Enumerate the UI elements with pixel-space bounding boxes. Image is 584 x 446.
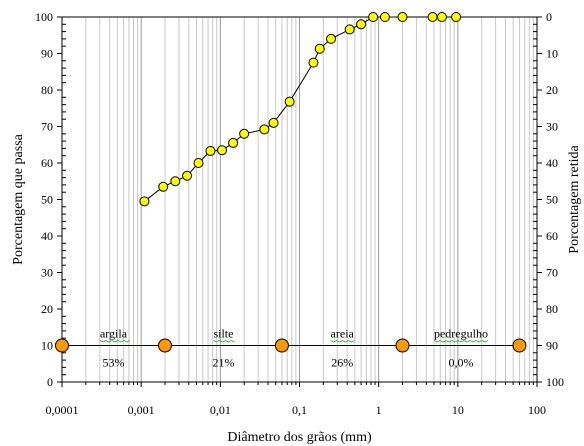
x-tick-label: 0,0001 [46,403,79,417]
y2-tick-label: 50 [546,193,558,207]
data-point [314,43,325,54]
y-axis-right: 0 10 20 30 40 50 60 70 80 90 100 [533,10,564,389]
data-point [397,12,408,22]
y2-tick-label: 80 [546,302,558,316]
y-tick-label: 0 [47,375,53,389]
fraction-percent: 26% [331,356,353,370]
fraction-name-underline [99,340,131,343]
data-point [170,176,181,187]
y-tick-label: 90 [41,47,53,61]
y-axis-label: Porcentagem que passa [11,133,26,264]
data-point [427,12,438,22]
x-tick-label: 0,001 [128,403,155,417]
data-point [308,57,319,68]
fraction-name: areia [331,327,355,341]
x-axis-label: Diâmetro dos grãos (mm) [227,430,372,445]
y2-tick-label: 70 [546,266,558,280]
fraction-name: argila [100,327,128,341]
y-axis-left: 0 10 20 30 40 50 60 70 80 90 100 [35,10,66,389]
y2-tick-label: 90 [546,339,558,353]
fraction-name-underline [330,340,355,343]
y2-tick-label: 10 [546,47,558,61]
data-point [158,181,169,192]
fraction-percent: 0,0% [448,356,473,370]
y2-tick-label: 30 [546,120,558,134]
data-point [379,12,390,22]
fraction-name: pedregulho [434,327,488,341]
fraction-percent: 53% [102,356,124,370]
fraction-name-underline [433,340,489,343]
data-point [228,137,239,148]
y2-tick-label: 60 [546,229,558,243]
y-tick-label: 10 [41,339,53,353]
x-tick-label: 10 [452,403,464,417]
data-point [344,24,355,35]
data-point [356,19,367,30]
data-point [139,196,150,207]
y2-tick-label: 100 [546,375,564,389]
y2-tick-label: 0 [546,10,552,24]
fraction-percent: 21% [212,356,234,370]
classification-boundary-marker [274,338,289,353]
y2-tick-label: 20 [546,83,558,97]
y-tick-label: 30 [41,266,53,280]
classification-boundary-marker [395,338,410,353]
data-point [239,128,250,139]
x-tick-label: 0,1 [292,403,307,417]
fraction-name-underline [213,340,235,343]
x-tick-label: 100 [528,403,546,417]
data-point [205,145,216,156]
data-point [284,96,295,107]
y-tick-label: 40 [41,229,53,243]
data-point [436,12,447,22]
data-point [268,117,279,128]
y-tick-label: 100 [35,10,53,24]
classification-boundary-marker [512,338,527,353]
soil-classification-band: argila 53% silte 21% areia 26% pedregulho 0,0% [55,327,527,370]
y-tick-label: 60 [41,156,53,170]
y2-tick-label: 40 [546,156,558,170]
classification-boundary-marker [55,338,69,353]
data-point [368,12,379,22]
y-tick-label: 20 [41,302,53,316]
data-point [182,170,193,181]
fraction-name: silte [213,327,233,341]
y-tick-label: 80 [41,83,53,97]
y2-axis-label: Porcentagem retida [567,144,582,253]
grading-curve [139,12,462,207]
y-tick-label: 70 [41,120,53,134]
y-tick-label: 50 [41,193,53,207]
data-point [193,158,204,168]
data-point [259,124,270,135]
chart-grid [61,17,534,382]
x-axis: 0,0001 0,001 0,01 0,1 1 10 100 [46,382,546,417]
x-tick-label: 0,01 [210,403,231,417]
data-point [217,145,228,156]
classification-boundary-marker [157,338,172,353]
data-point [451,12,462,22]
data-point [326,33,337,44]
x-tick-label: 1 [376,403,382,417]
